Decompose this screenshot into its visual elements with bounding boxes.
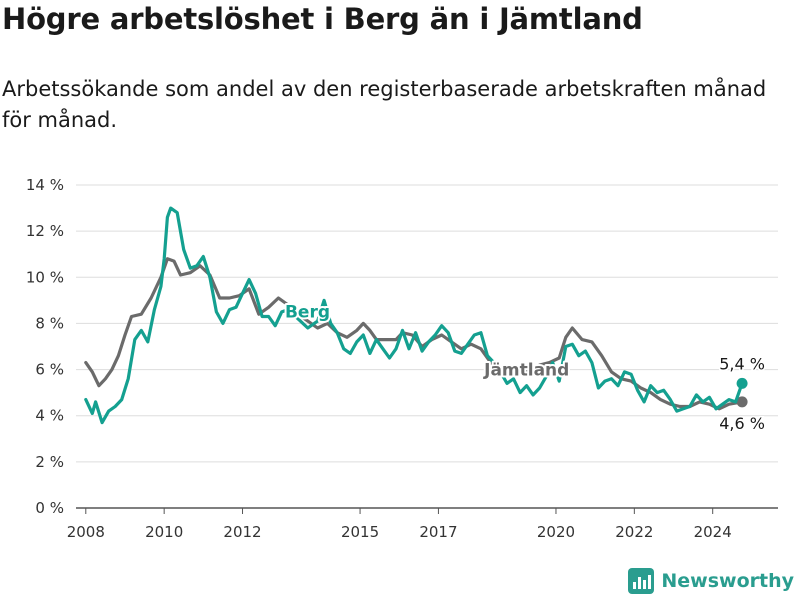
series-end-marker (736, 396, 748, 408)
series-line-berg (84, 206, 744, 425)
x-tick-label: 2017 (419, 523, 457, 541)
y-tick-label: 0 % (35, 499, 64, 517)
x-tick-label: 2010 (145, 523, 183, 541)
series-label-jamtland: Jämtland (483, 360, 569, 380)
series-lines (84, 206, 748, 425)
y-tick-label: 6 % (35, 361, 64, 379)
x-tick-label: 2015 (341, 523, 379, 541)
x-tick-label: 2008 (67, 523, 105, 541)
chart-subtitle: Arbetssökande som andel av den registerb… (2, 77, 767, 132)
x-tick-label: 2022 (615, 523, 653, 541)
logo-text: Newsworthy (661, 570, 794, 592)
bar-chart-icon (628, 568, 655, 594)
gridlines (76, 184, 778, 509)
y-tick-label: 14 % (26, 176, 64, 194)
chart-title: Högre arbetslöshet i Berg än i Jämtland (2, 2, 643, 36)
series-labels: Berg Jämtland 5,4 % 4,6 % (283, 301, 766, 435)
y-tick-label: 12 % (26, 222, 64, 240)
x-tick-label: 2012 (223, 523, 261, 541)
end-value-berg: 5,4 % (719, 354, 765, 373)
series-label-berg: Berg (285, 303, 330, 323)
axes: 0 % 2 % 4 % 6 % 8 % 10 % 12 % 14 % 2008 2010 2012 2… (26, 176, 732, 541)
y-tick-label: 8 % (35, 314, 64, 332)
y-tick-label: 10 % (26, 268, 64, 286)
x-tick-label: 2024 (694, 523, 732, 541)
end-value-jamtland: 4,6 % (719, 414, 765, 433)
series-end-marker (736, 377, 748, 389)
y-tick-label: 4 % (35, 407, 64, 425)
newsworthy-logo: Newsworthy (628, 568, 794, 594)
y-tick-label: 2 % (35, 453, 64, 471)
x-tick-label: 2020 (537, 523, 575, 541)
